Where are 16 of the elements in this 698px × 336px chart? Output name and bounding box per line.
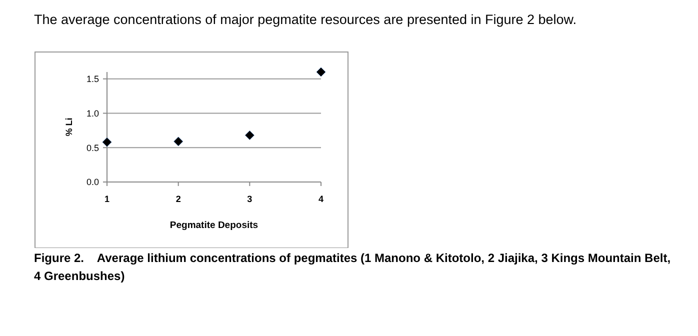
y-axis-title: % Li [64,118,74,136]
point [102,137,112,147]
x-tick-label: 1 [104,194,110,204]
point [174,136,184,146]
y-tick-label: 0.0 [86,177,99,188]
y-tick-label: 0.5 [86,142,99,153]
point [244,130,254,140]
x-tick-label: 3 [247,194,252,204]
y-tick-label: 1.0 [86,108,99,118]
x-tick-label: 4 [318,194,324,204]
text: The average concentrations of major pegmatite resources are presented in Figure 2 below. [34,12,577,27]
x-axis-title: Pegmatite Deposits [170,220,258,231]
point [316,67,326,77]
x-tick-label: 2 [176,194,181,204]
text: Figure 2. Average lithium concentrations of pegmatites (1 Manono & Kitotolo, 2 Jiajika, 3 Kings Mountain Belt, 4 Greenbushes) [34,250,672,285]
y-tick-label: 1.5 [86,74,99,84]
